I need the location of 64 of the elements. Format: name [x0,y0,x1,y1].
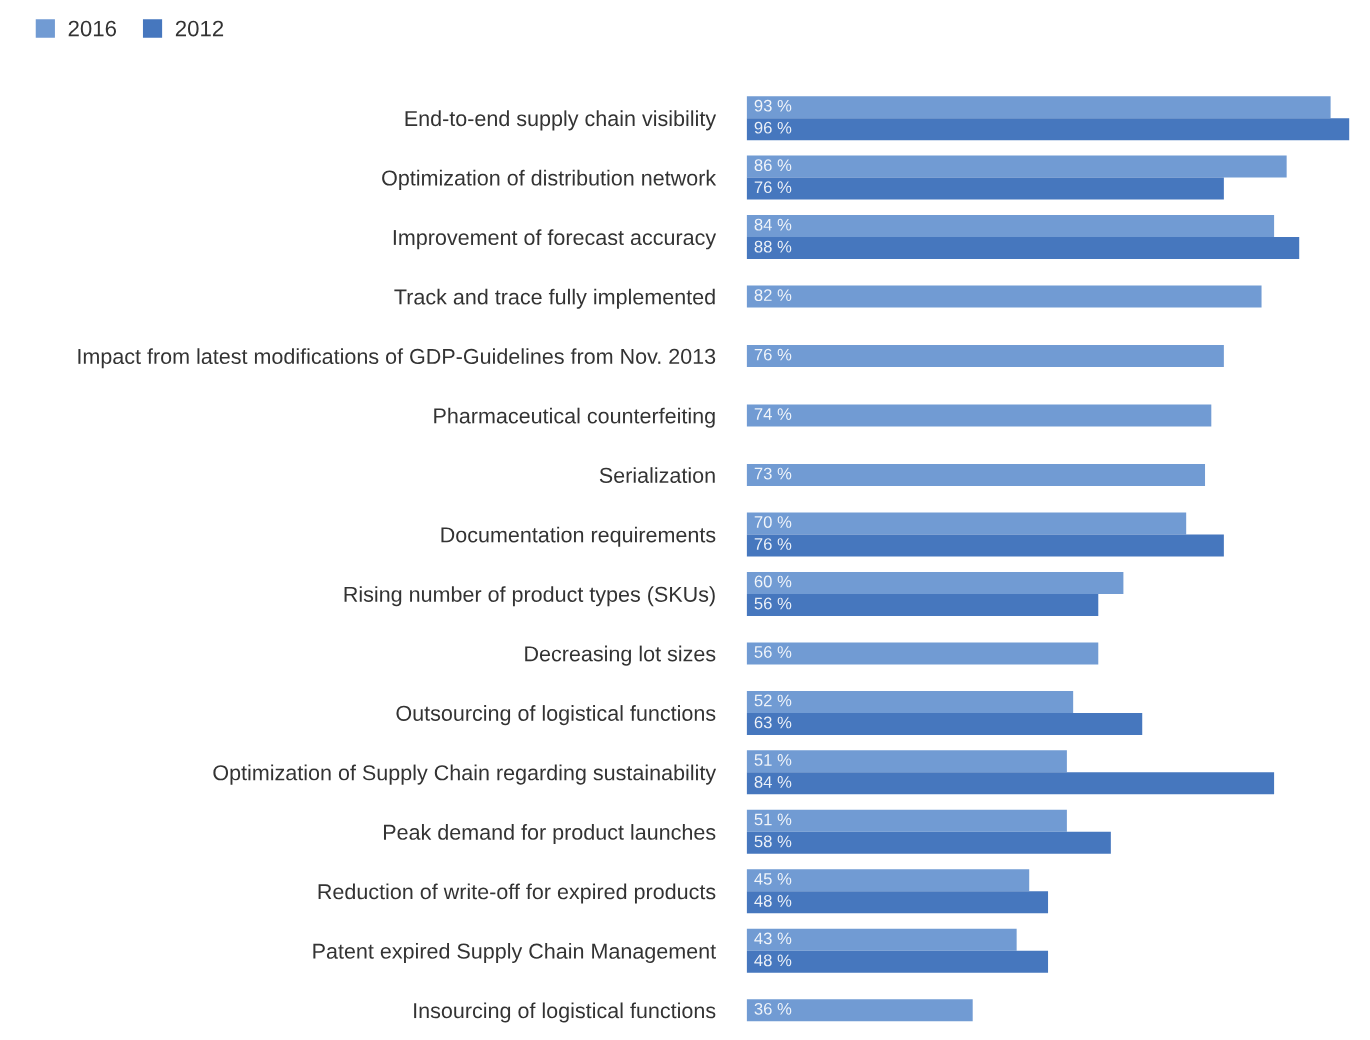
data-label: 48 % [754,894,792,907]
bar [746,177,1224,200]
bar [746,869,1030,892]
bar [746,534,1224,557]
data-label: 48 % [754,954,792,967]
data-label: 43 % [754,932,792,945]
data-label: 86 % [754,159,792,172]
y-tick-label: Insourcing of logistical functions [414,1002,716,1023]
y-tick-label: Peak demand for product launches [383,824,716,845]
bar [746,690,1074,713]
y-tick-label: Serialization [599,467,715,483]
bar [746,571,1124,594]
data-label: 56 % [754,597,792,610]
data-label: 58 % [754,835,792,848]
y-tick-label: Impact from latest modifications of GDP-Guidelines from Nov. 2013 [78,348,716,369]
y-tick-label: Pharmaceutical counterfeiting [434,407,715,428]
data-label: 36 % [754,1002,792,1015]
data-label: 84 % [754,776,792,788]
data-label: 60 % [754,575,792,588]
y-tick-label: Track and trace fully implemented [394,288,715,309]
data-label: 73 % [754,467,792,480]
bar [746,215,1275,238]
data-label: 96 % [754,121,792,134]
bar [746,96,1331,119]
y-tick-label: Patent expired Supply Chain Management [313,942,716,964]
bar [746,593,1099,616]
bar [746,772,1275,795]
data-label: 74 % [754,408,792,420]
data-label: 76 % [754,348,792,361]
y-tick-label: Reduction of write-off for expired products [318,883,716,904]
bar [746,155,1287,178]
legend-label: 2012 [175,20,224,37]
data-label: 82 % [754,289,792,302]
data-label: 76 % [754,538,792,550]
data-label: 51 % [754,813,792,826]
legend-label: 2016 [68,20,117,37]
data-label: 56 % [754,646,792,658]
y-tick-label: Improvement of forecast accuracy [393,229,717,250]
bar [746,928,1017,951]
bar [746,512,1187,535]
y-tick-label: Rising number of product types (SKUs) [344,586,715,607]
y-tick-label: Optimization of Supply Chain regarding sustainability [213,764,717,785]
bar [746,712,1143,735]
bar [746,809,1067,832]
bar [746,118,1350,141]
data-label: 93 % [754,99,792,112]
data-label: 70 % [754,516,792,528]
data-label: 63 % [754,716,792,729]
bar [746,831,1111,854]
bar [746,237,1300,260]
y-tick-label: Documentation requirements [441,526,716,547]
data-label: 76 % [754,181,792,194]
y-tick-label: End-to-end supply chain visibility [405,110,717,131]
y-tick-label: Optimization of distribution network [382,169,717,190]
data-label: 84 % [754,218,792,231]
data-label: 51 % [754,754,792,766]
data-label: 45 % [754,873,792,885]
y-tick-label: Outsourcing of logistical functions [396,705,716,726]
y-tick-label: Decreasing lot sizes [525,645,716,666]
bar [746,750,1067,773]
data-label: 52 % [754,694,792,707]
bar [746,891,1049,914]
bar [746,950,1049,973]
data-label: 88 % [754,240,792,253]
